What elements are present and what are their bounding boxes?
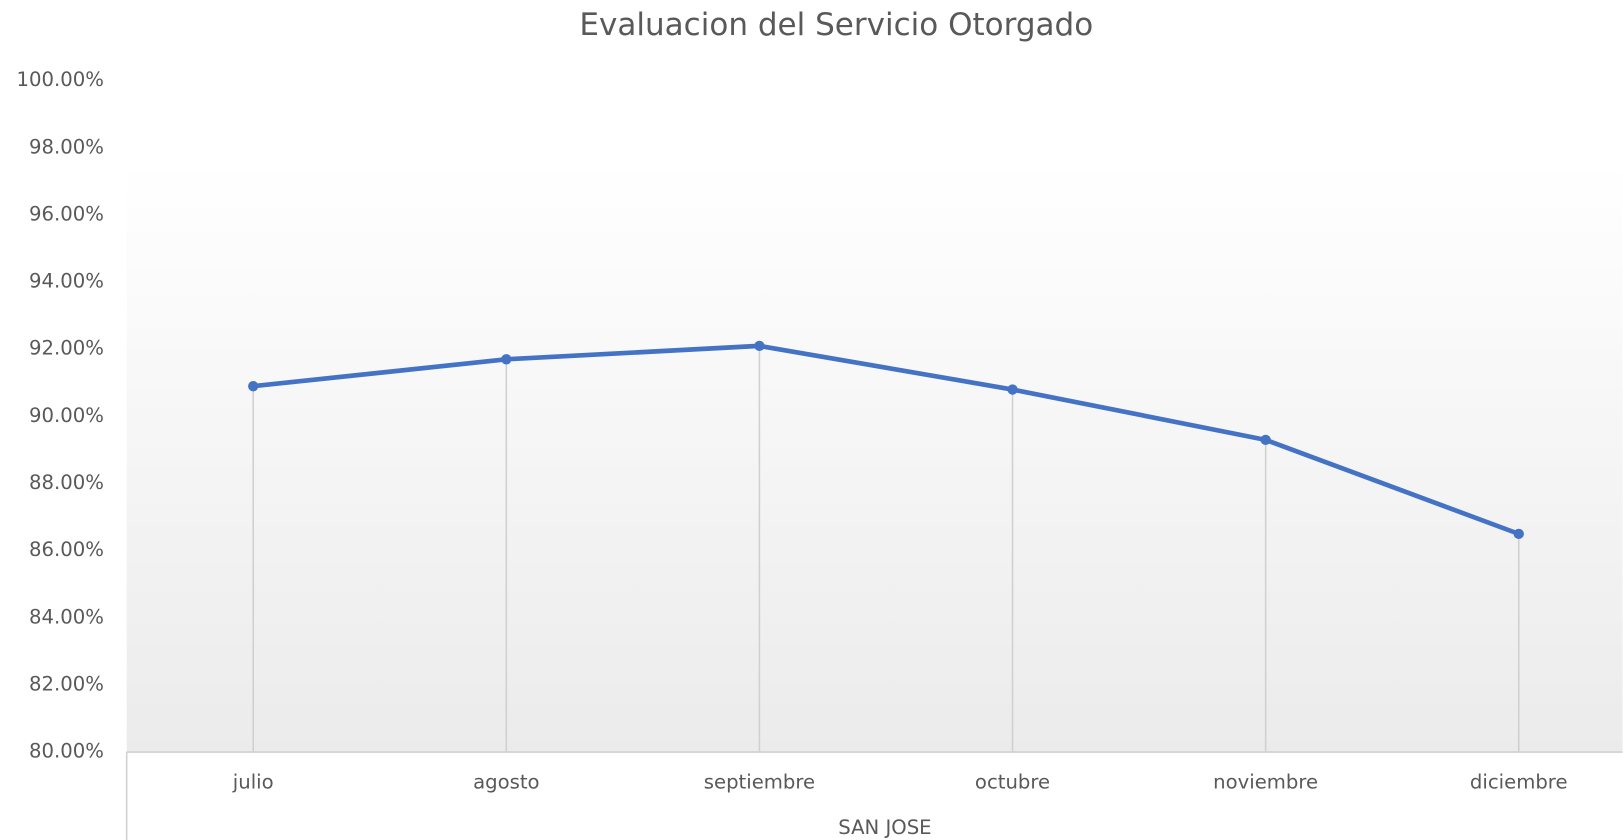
point bbox=[1513, 528, 1524, 540]
point bbox=[1007, 384, 1018, 395]
y-tick-label: 96.00% bbox=[29, 202, 104, 225]
plot-area bbox=[126, 80, 1623, 753]
y-tick-label: 82.00% bbox=[29, 672, 104, 695]
x-axis-title: SAN JOSE bbox=[838, 816, 931, 839]
y-tick-label: 86.00% bbox=[29, 538, 104, 561]
point bbox=[501, 354, 512, 365]
series-line bbox=[252, 343, 1520, 537]
x-tick-label: julio bbox=[232, 771, 274, 794]
x-tick-label: noviembre bbox=[1213, 771, 1318, 794]
point bbox=[1260, 434, 1271, 446]
y-tick-label: 80.00% bbox=[29, 740, 104, 763]
x-tick-label: octubre bbox=[975, 771, 1050, 794]
x-tick-label: diciembre bbox=[1470, 771, 1568, 794]
point bbox=[754, 340, 765, 352]
y-tick-label: 90.00% bbox=[29, 404, 104, 427]
y-tick-label: 100.00% bbox=[17, 68, 104, 91]
x-tick-label: septiembre bbox=[704, 771, 815, 794]
y-tick-label: 88.00% bbox=[29, 471, 104, 494]
y-tick-label: 94.00% bbox=[29, 270, 104, 293]
x-tick-label: agosto bbox=[473, 771, 539, 794]
y-tick-label: 84.00% bbox=[29, 605, 104, 628]
point bbox=[248, 380, 259, 392]
y-tick-label: 98.00% bbox=[29, 135, 104, 158]
y-tick-label: 92.00% bbox=[29, 337, 104, 360]
chart-title: Evaluacion del Servicio Otorgado bbox=[579, 7, 1093, 43]
